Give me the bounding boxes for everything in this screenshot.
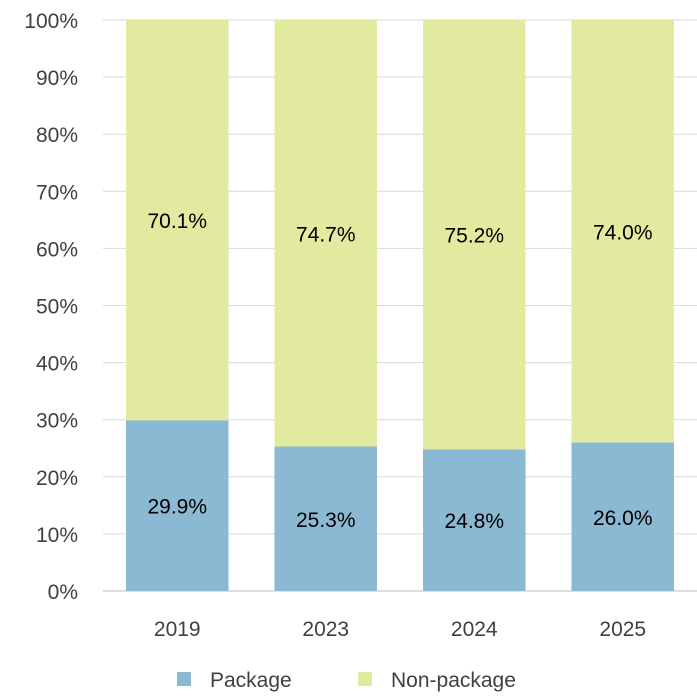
bar-package-2019: [126, 420, 229, 591]
bar-non-package-2024: [423, 20, 526, 450]
y-tick-label: 100%: [24, 10, 78, 33]
y-tick-label: 80%: [36, 124, 78, 147]
y-tick-label: 0%: [48, 581, 78, 604]
bar-non-package-2019: [126, 20, 229, 421]
y-tick-label: 70%: [36, 181, 78, 204]
legend-label-non-package: Non-package: [391, 669, 516, 692]
bar-package-2023: [274, 446, 377, 591]
y-tick-label: 40%: [36, 353, 78, 376]
y-tick-label: 30%: [36, 410, 78, 433]
x-axis-tick-labels: 2019 2023 2024 2025: [154, 618, 646, 641]
data-label: 26.0%: [593, 507, 653, 530]
y-tick-label: 10%: [36, 524, 78, 547]
y-axis-tick-labels: 0% 10% 20% 30% 40% 50% 60% 70% 80% 90% 100%: [24, 10, 78, 604]
y-tick-label: 90%: [36, 67, 78, 90]
legend-swatch-package: [177, 672, 191, 686]
bar-package-2025: [571, 442, 674, 591]
bars: [126, 20, 674, 591]
data-label: 24.8%: [444, 510, 504, 533]
x-tick-label: 2025: [599, 618, 646, 641]
x-tick-label: 2023: [302, 618, 349, 641]
data-label: 29.9%: [147, 496, 207, 519]
x-tick-label: 2019: [154, 618, 201, 641]
data-label: 74.0%: [593, 221, 653, 244]
y-tick-label: 20%: [36, 467, 78, 490]
y-tick-label: 60%: [36, 238, 78, 261]
data-labels: 29.9% 70.1% 25.3% 74.7% 24.8% 75.2% 26.0% 74.0%: [147, 210, 652, 533]
data-label: 75.2%: [444, 225, 504, 248]
legend: Package Non-package: [177, 669, 516, 692]
data-label: 74.7%: [296, 223, 356, 246]
bar-package-2024: [423, 449, 526, 591]
y-tick-label: 50%: [36, 296, 78, 319]
bar-non-package-2023: [274, 20, 377, 447]
x-tick-label: 2024: [451, 618, 498, 641]
data-label: 70.1%: [147, 210, 207, 233]
legend-label-package: Package: [210, 669, 292, 692]
legend-swatch-non-package: [358, 672, 372, 686]
bar-non-package-2025: [571, 20, 674, 443]
data-label: 25.3%: [296, 509, 356, 532]
